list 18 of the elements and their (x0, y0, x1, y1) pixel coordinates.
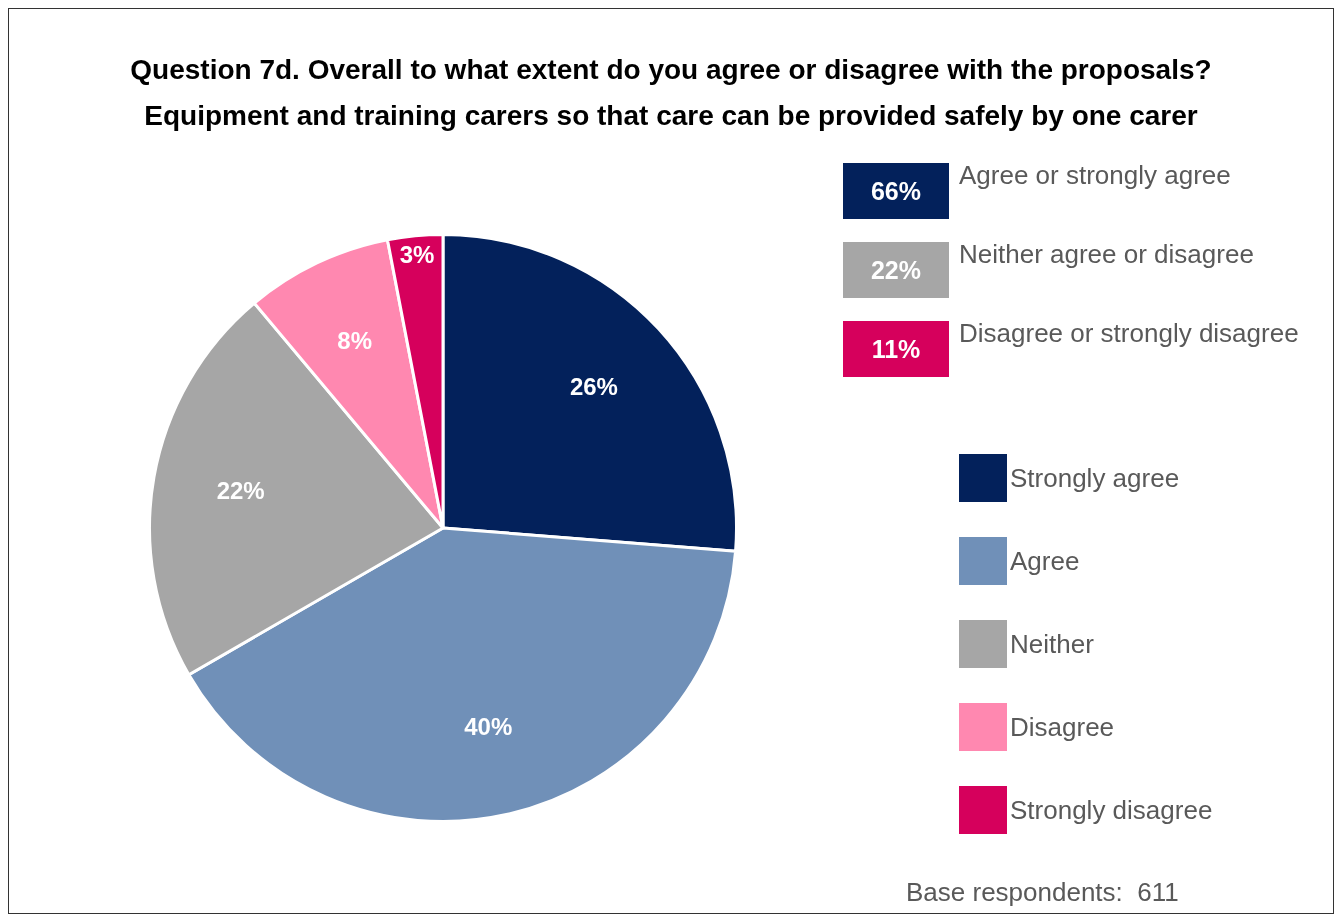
text: 11% (843, 321, 949, 377)
legend-label: Disagree (1010, 711, 1115, 743)
legend-label: Neither (1010, 628, 1094, 660)
chart-title: Question 7d. Overall to what extent do you agree or disagree with the proposals? Equipment and training carers so that care can be provided safely by one carer (129, 53, 1213, 133)
legend-label: Strongly agree (1010, 462, 1180, 494)
text: Neither agree or disagree (959, 238, 1255, 271)
data-label: 8% (337, 327, 373, 355)
data-label: 22% (216, 476, 265, 504)
data-label: 26% (569, 373, 618, 401)
data-label: 40% (464, 713, 513, 741)
text: Agree or strongly agree (959, 159, 1232, 192)
text: Disagree or strongly disagree (959, 317, 1299, 350)
data-label: 3% (399, 240, 435, 268)
text: Base respondents: 611 (906, 877, 1179, 908)
text: 66% (843, 163, 949, 219)
legend-label: Agree (1010, 545, 1080, 577)
legend-label: Strongly disagree (1010, 794, 1213, 826)
text: 22% (843, 242, 949, 298)
